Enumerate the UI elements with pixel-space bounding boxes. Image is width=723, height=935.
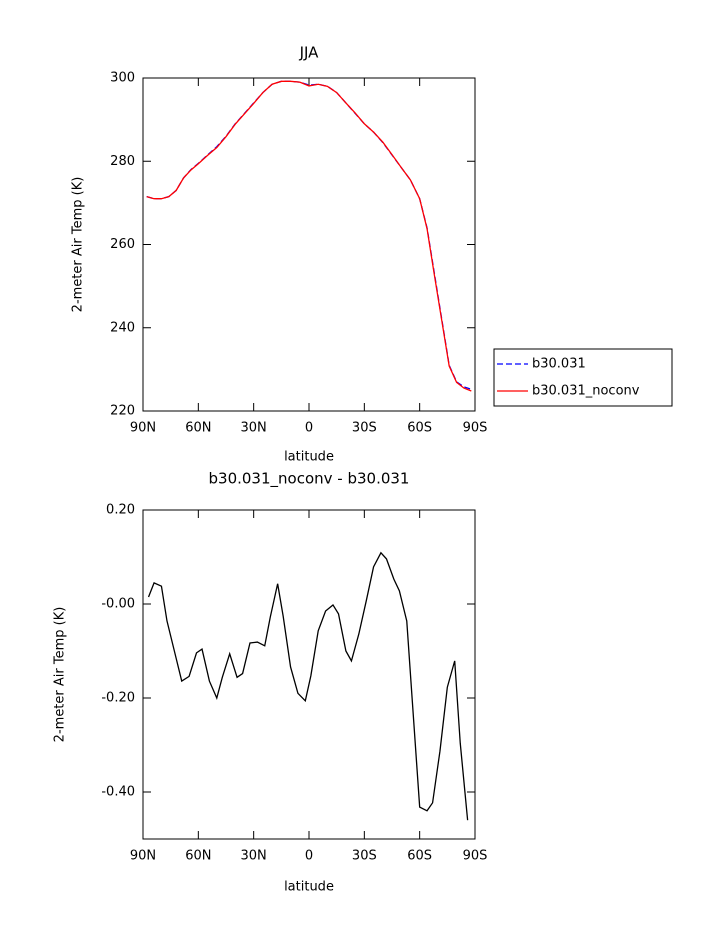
y-tick-label: -0.00 xyxy=(101,597,135,612)
x-axis-label: latitude xyxy=(284,880,334,895)
x-tick-label: 60S xyxy=(407,849,432,864)
x-tick-label: 90N xyxy=(130,421,156,436)
y-tick-label: 220 xyxy=(110,404,135,419)
x-tick-label: 30N xyxy=(241,849,267,864)
legend-box xyxy=(493,348,673,407)
y-axis-label: 2-meter Air Temp (K) xyxy=(53,607,68,743)
chart-title: JJA xyxy=(299,44,320,62)
line xyxy=(147,551,469,821)
x-tick-label: 90S xyxy=(463,849,488,864)
legend-label: b30.031 xyxy=(532,357,586,372)
y-tick-label: 260 xyxy=(110,237,135,252)
x-tick-label: 60N xyxy=(185,421,211,436)
x-tick-label: 60S xyxy=(407,421,432,436)
x-tick-label: 90N xyxy=(130,849,156,864)
y-tick-label: 240 xyxy=(110,320,135,335)
y-axis-label: 2-meter Air Temp (K) xyxy=(71,177,86,313)
line xyxy=(146,80,472,392)
y-tick-label: 300 xyxy=(110,71,135,86)
plot-frame xyxy=(142,77,476,412)
chart-title: b30.031_noconv - b30.031 xyxy=(209,470,410,489)
x-axis-label: latitude xyxy=(284,450,334,465)
line xyxy=(146,80,472,390)
x-tick-label: 30N xyxy=(241,421,267,436)
x-tick-label: 0 xyxy=(305,421,313,436)
x-tick-label: 0 xyxy=(305,849,313,864)
y-tick-label: 0.20 xyxy=(106,503,135,518)
y-tick-label: 280 xyxy=(110,154,135,169)
x-tick-label: 30S xyxy=(352,421,377,436)
y-tick-label: -0.20 xyxy=(101,691,135,706)
x-tick-label: 60N xyxy=(185,849,211,864)
plot-frame xyxy=(142,509,476,840)
y-tick-label: -0.40 xyxy=(101,785,135,800)
x-tick-label: 90S xyxy=(463,421,488,436)
x-tick-label: 30S xyxy=(352,849,377,864)
legend-label: b30.031_noconv xyxy=(532,384,640,399)
